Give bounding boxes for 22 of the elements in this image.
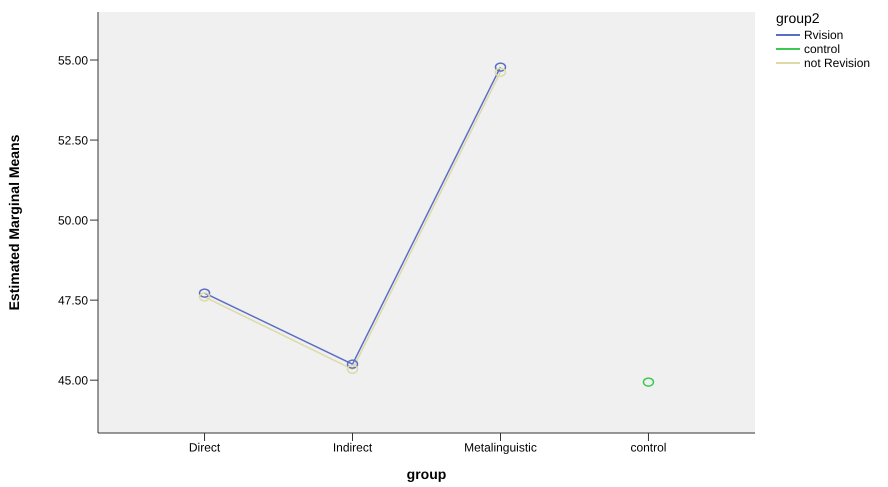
legend-title: group2 [776, 10, 821, 26]
y-tick-label: 52.50 [58, 133, 88, 148]
y-tick-label: 45.00 [58, 373, 88, 388]
point [346, 359, 358, 369]
point [198, 292, 210, 302]
x-tick-label: Metalinguistic [464, 440, 537, 455]
y-tick-label: 50.00 [58, 213, 88, 228]
legend-label: not Revision [804, 56, 870, 70]
legend-label: control [804, 42, 840, 56]
point [494, 67, 506, 77]
x-tick-label: Indirect [332, 440, 373, 455]
point [346, 364, 358, 374]
y-tick-label: 55.00 [58, 53, 88, 68]
y-tick-label: 47.50 [58, 293, 88, 308]
x-tick-label: control [630, 440, 666, 455]
x-axis-title: group [406, 466, 446, 482]
y-axis-title: Estimated Marginal Means [6, 134, 22, 310]
point [642, 377, 654, 387]
point [494, 62, 506, 72]
point [198, 288, 210, 298]
legend-label: Rvision [804, 28, 844, 42]
x-tick-label: Direct [188, 440, 221, 455]
